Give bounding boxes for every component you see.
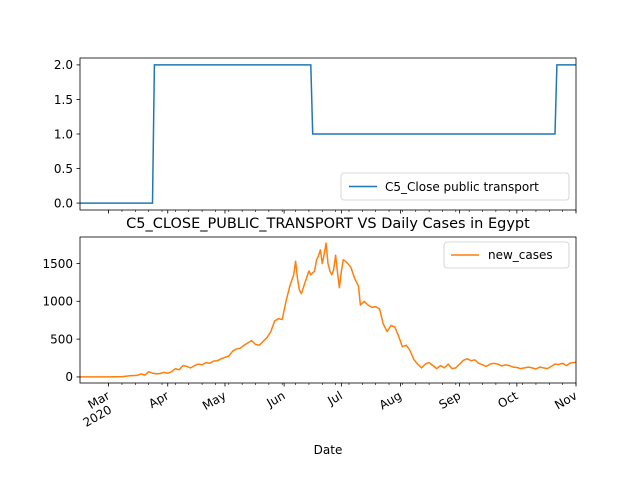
top-legend-box — [340, 172, 570, 201]
top-y-tick-label: 2.0 — [54, 58, 73, 72]
bottom-legend: new_cases — [443, 241, 570, 269]
bottom-y-axis-ticks: 0 500 1000 1500 — [42, 257, 80, 384]
top-y-tick-label: 0.5 — [54, 162, 73, 176]
bottom-legend-label: new_cases — [488, 248, 553, 262]
new-cases-line — [80, 242, 576, 378]
bottom-y-tick-label: 1500 — [42, 257, 73, 271]
top-legend: C5_Close public transport — [340, 172, 570, 201]
x-axis-label: Date — [314, 443, 343, 457]
bottom-legend-box — [443, 241, 570, 269]
bottom-y-tick-label: 1000 — [42, 295, 73, 309]
bottom-panel: C5_CLOSE_PUBLIC_TRANSPORT VS Daily Cases… — [42, 216, 579, 457]
bottom-plot-frame — [79, 236, 577, 384]
top-y-tick-label: 0.0 — [54, 196, 73, 210]
top-panel: 0.0 0.5 1.0 1.5 2.0 C5_Close public transpor… — [54, 57, 577, 214]
bottom-y-tick-label: 0 — [65, 370, 73, 384]
bottom-y-tick-label: 500 — [50, 332, 73, 346]
top-y-axis-ticks: 0.0 0.5 1.0 1.5 2.0 — [54, 58, 80, 210]
transport-policy-line — [80, 64, 576, 204]
bottom-x-tick-label: Jul — [324, 388, 344, 408]
top-y-tick-label: 1.0 — [54, 127, 73, 141]
top-plot-frame — [79, 57, 577, 211]
chart-title: C5_CLOSE_PUBLIC_TRANSPORT VS Daily Cases… — [126, 216, 530, 232]
top-legend-label: C5_Close public transport — [385, 180, 539, 194]
top-y-tick-label: 1.5 — [54, 93, 73, 107]
